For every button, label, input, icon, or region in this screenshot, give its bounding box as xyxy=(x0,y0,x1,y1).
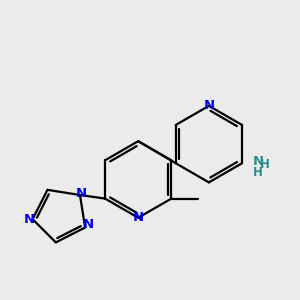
Text: N: N xyxy=(133,211,144,224)
Text: N: N xyxy=(203,99,214,112)
Text: N: N xyxy=(24,213,35,226)
Text: N: N xyxy=(253,155,264,168)
Text: N: N xyxy=(82,218,94,231)
Text: H: H xyxy=(260,158,270,171)
Text: H: H xyxy=(253,166,263,178)
Text: N: N xyxy=(76,187,87,200)
